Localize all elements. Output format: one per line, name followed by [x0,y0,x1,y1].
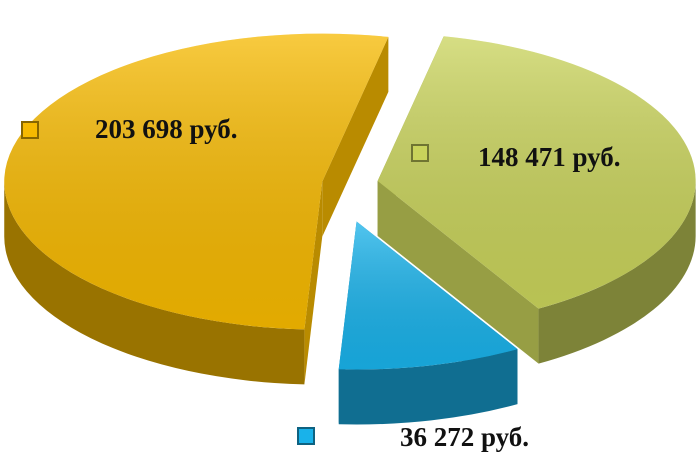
legend-marker [297,427,315,445]
pie-slice [4,33,389,385]
data-label: 36 272 руб. [400,422,529,452]
legend-marker [21,121,39,139]
slice-sheen [4,33,389,330]
slice-side [4,181,305,385]
slice-side [538,180,696,364]
slice-sheen [338,221,518,370]
slice-side [338,349,518,425]
data-label: 203 698 руб. [95,114,238,144]
slice-sheen [377,36,696,309]
slice-wall [377,180,539,364]
pie-slice [338,221,518,425]
slice-wall [322,36,389,237]
data-label: 148 471 руб. [478,142,621,172]
pie-slice [377,36,696,364]
legend-marker [411,144,429,162]
slice-wall [304,181,323,385]
